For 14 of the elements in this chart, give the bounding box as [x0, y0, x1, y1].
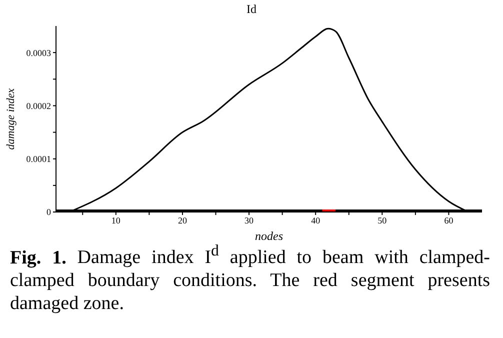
y-axis-title: damage index [4, 88, 17, 150]
x-tick-label: 20 [178, 215, 188, 226]
x-axis-title: nodes [255, 229, 284, 243]
x-tick-label: 30 [244, 215, 254, 226]
x-tick-label: 60 [444, 215, 454, 226]
x-tick-label: 40 [311, 215, 321, 226]
y-tick-label: 0.0001 [26, 154, 51, 164]
y-tick-label: 0 [46, 207, 52, 218]
x-tick-label: 10 [111, 215, 121, 226]
y-tick-label: 0.0002 [26, 100, 51, 111]
chart-title: Id [246, 2, 258, 17]
x-tick-label: 50 [378, 215, 388, 226]
y-tick-label: 0.0003 [26, 48, 52, 58]
caption: Fig. 1. Damage index I$^{d}$ applied to beam with clamped-clamped boundary conditions. The red segment presents damaged zone. [10, 243, 490, 314]
